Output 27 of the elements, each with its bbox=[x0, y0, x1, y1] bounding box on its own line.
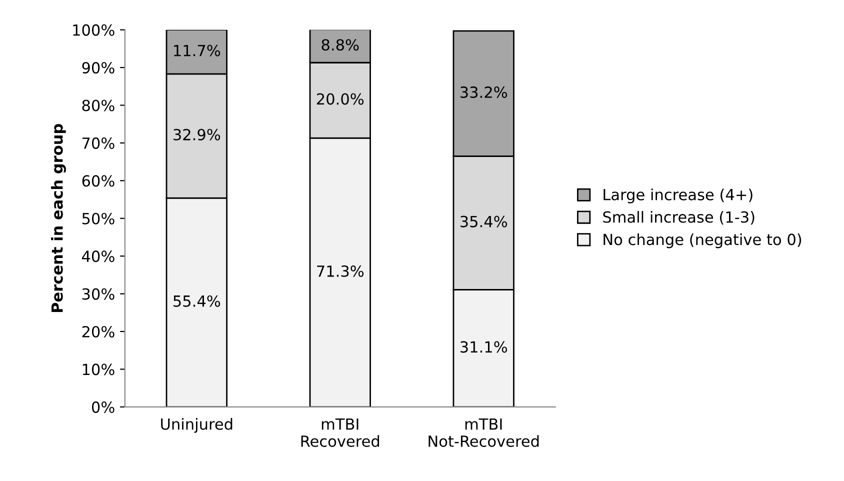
y-tick-label: 10% bbox=[82, 364, 114, 376]
data-label: 11.7% bbox=[174, 44, 220, 56]
y-tick-label: 90% bbox=[82, 62, 114, 74]
y-tick-label: 60% bbox=[82, 175, 114, 187]
x-tick-label: Uninjured bbox=[161, 418, 232, 433]
data-label: 31.1% bbox=[460, 341, 508, 353]
y-tick-label: 20% bbox=[82, 326, 114, 338]
y-tick-label: 50% bbox=[82, 212, 114, 224]
y-axis-title: Percent in each group bbox=[51, 124, 66, 312]
data-label: 35.4% bbox=[460, 216, 508, 228]
y-tick-label: 30% bbox=[82, 288, 114, 300]
legend-label: Large increase (4+) bbox=[604, 188, 752, 204]
y-tick-label: 80% bbox=[82, 100, 114, 112]
data-label: 8.8% bbox=[322, 39, 359, 51]
data-label: 33.2% bbox=[460, 86, 508, 98]
data-label: 55.4% bbox=[174, 295, 220, 307]
y-tick-label: 40% bbox=[82, 250, 114, 262]
x-tick-label: mTBI Recovered bbox=[301, 418, 380, 447]
x-tick-label: mTBI Not-Recovered bbox=[428, 418, 539, 447]
legend-label: No change (negative to 0) bbox=[604, 233, 802, 248]
data-label: 32.9% bbox=[174, 128, 220, 140]
data-label: 71.3% bbox=[317, 265, 364, 277]
y-tick-label: 0% bbox=[92, 401, 114, 413]
y-tick-label: 100% bbox=[73, 24, 114, 36]
legend-label: Small increase (1-3) bbox=[603, 210, 754, 225]
data-label: 20.0% bbox=[316, 93, 364, 105]
y-tick-label: 70% bbox=[82, 137, 114, 149]
